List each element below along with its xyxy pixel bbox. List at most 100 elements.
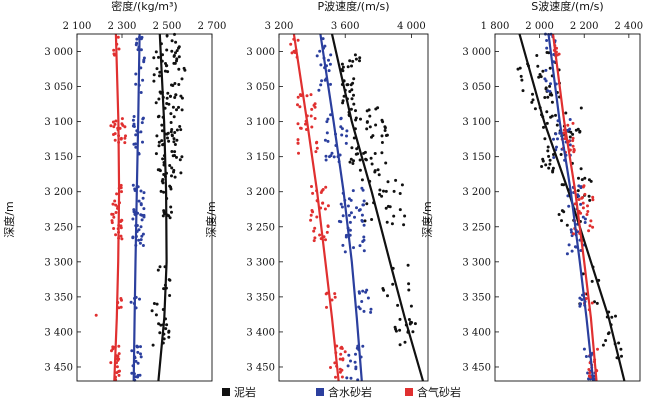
data-point bbox=[165, 48, 169, 52]
data-point bbox=[178, 158, 182, 162]
data-point bbox=[578, 130, 582, 134]
data-point bbox=[562, 210, 566, 214]
data-point bbox=[369, 156, 373, 160]
data-point bbox=[155, 302, 159, 306]
data-point bbox=[183, 68, 187, 72]
data-point bbox=[407, 318, 411, 321]
data-point bbox=[384, 189, 388, 193]
data-point bbox=[593, 300, 596, 304]
data-point bbox=[386, 204, 390, 208]
y-axis-title: 深度/m bbox=[2, 201, 16, 237]
data-point bbox=[115, 192, 119, 196]
data-point bbox=[361, 344, 365, 348]
data-point bbox=[382, 288, 386, 292]
data-point bbox=[120, 237, 124, 241]
data-point bbox=[569, 130, 573, 134]
data-point bbox=[614, 314, 617, 318]
data-point bbox=[325, 305, 328, 309]
data-point bbox=[156, 268, 160, 272]
data-point bbox=[320, 79, 324, 83]
data-point bbox=[541, 69, 545, 73]
data-point bbox=[289, 42, 293, 46]
data-point bbox=[113, 199, 117, 203]
data-point bbox=[313, 236, 317, 240]
data-point bbox=[366, 296, 370, 300]
data-point bbox=[131, 183, 135, 187]
data-point bbox=[384, 161, 388, 165]
data-point bbox=[296, 95, 300, 99]
data-point bbox=[162, 287, 166, 291]
x-axis-title: 密度/(kg/m³) bbox=[111, 0, 177, 13]
data-point bbox=[112, 48, 116, 52]
data-point bbox=[349, 157, 353, 161]
scatter-points bbox=[516, 32, 623, 381]
data-point bbox=[345, 134, 348, 138]
data-point bbox=[569, 228, 573, 232]
data-point bbox=[378, 192, 381, 196]
data-point bbox=[150, 309, 154, 313]
legend: 泥岩 含水砂岩 含气砂岩 bbox=[222, 385, 461, 399]
data-point bbox=[577, 198, 581, 201]
data-point bbox=[568, 143, 572, 147]
data-point bbox=[350, 88, 354, 92]
x-tick-label: 4 000 bbox=[397, 21, 426, 32]
data-point bbox=[571, 132, 575, 136]
data-point bbox=[407, 282, 411, 286]
data-point bbox=[173, 175, 177, 179]
data-point bbox=[361, 203, 365, 207]
plot-frame bbox=[494, 33, 641, 382]
data-point bbox=[114, 211, 118, 214]
data-point bbox=[134, 72, 138, 76]
data-point bbox=[115, 365, 119, 369]
data-point bbox=[323, 138, 327, 142]
data-point bbox=[370, 218, 374, 221]
x-tick-label: 3 600 bbox=[331, 21, 360, 32]
data-point bbox=[361, 219, 364, 223]
data-point bbox=[117, 373, 121, 377]
data-point bbox=[172, 140, 176, 144]
data-point bbox=[350, 146, 354, 150]
data-point bbox=[391, 282, 395, 286]
data-point bbox=[170, 150, 174, 153]
data-point bbox=[348, 59, 352, 63]
data-point bbox=[175, 49, 179, 53]
data-point bbox=[117, 344, 121, 348]
data-point bbox=[324, 238, 327, 242]
data-point bbox=[139, 37, 143, 41]
data-point bbox=[362, 309, 366, 313]
data-point bbox=[120, 190, 123, 194]
data-point bbox=[570, 249, 574, 253]
data-point bbox=[548, 90, 552, 93]
data-point bbox=[310, 209, 314, 212]
data-point bbox=[557, 213, 561, 216]
data-point bbox=[578, 304, 582, 308]
data-point bbox=[139, 130, 143, 134]
data-point bbox=[530, 100, 534, 104]
data-point bbox=[520, 78, 524, 82]
trend-line bbox=[551, 33, 598, 382]
data-point bbox=[346, 83, 350, 87]
data-point bbox=[119, 136, 123, 140]
x-tick-label: 2 000 bbox=[525, 21, 554, 32]
data-point bbox=[365, 127, 369, 131]
data-point bbox=[134, 145, 138, 149]
data-point bbox=[393, 325, 397, 329]
data-point bbox=[543, 96, 547, 99]
data-point bbox=[587, 368, 591, 371]
data-point bbox=[152, 79, 156, 83]
data-point bbox=[330, 298, 334, 302]
data-point bbox=[296, 141, 300, 145]
data-point bbox=[159, 189, 163, 193]
data-point bbox=[141, 140, 144, 144]
data-point bbox=[167, 214, 171, 218]
data-point bbox=[582, 347, 586, 351]
data-point bbox=[323, 44, 327, 48]
data-point bbox=[403, 340, 407, 344]
data-point bbox=[565, 252, 569, 256]
data-point bbox=[113, 53, 116, 57]
data-point bbox=[139, 238, 143, 242]
data-point bbox=[311, 191, 315, 195]
data-point bbox=[589, 179, 593, 183]
data-point bbox=[140, 121, 144, 125]
data-point bbox=[365, 120, 369, 124]
